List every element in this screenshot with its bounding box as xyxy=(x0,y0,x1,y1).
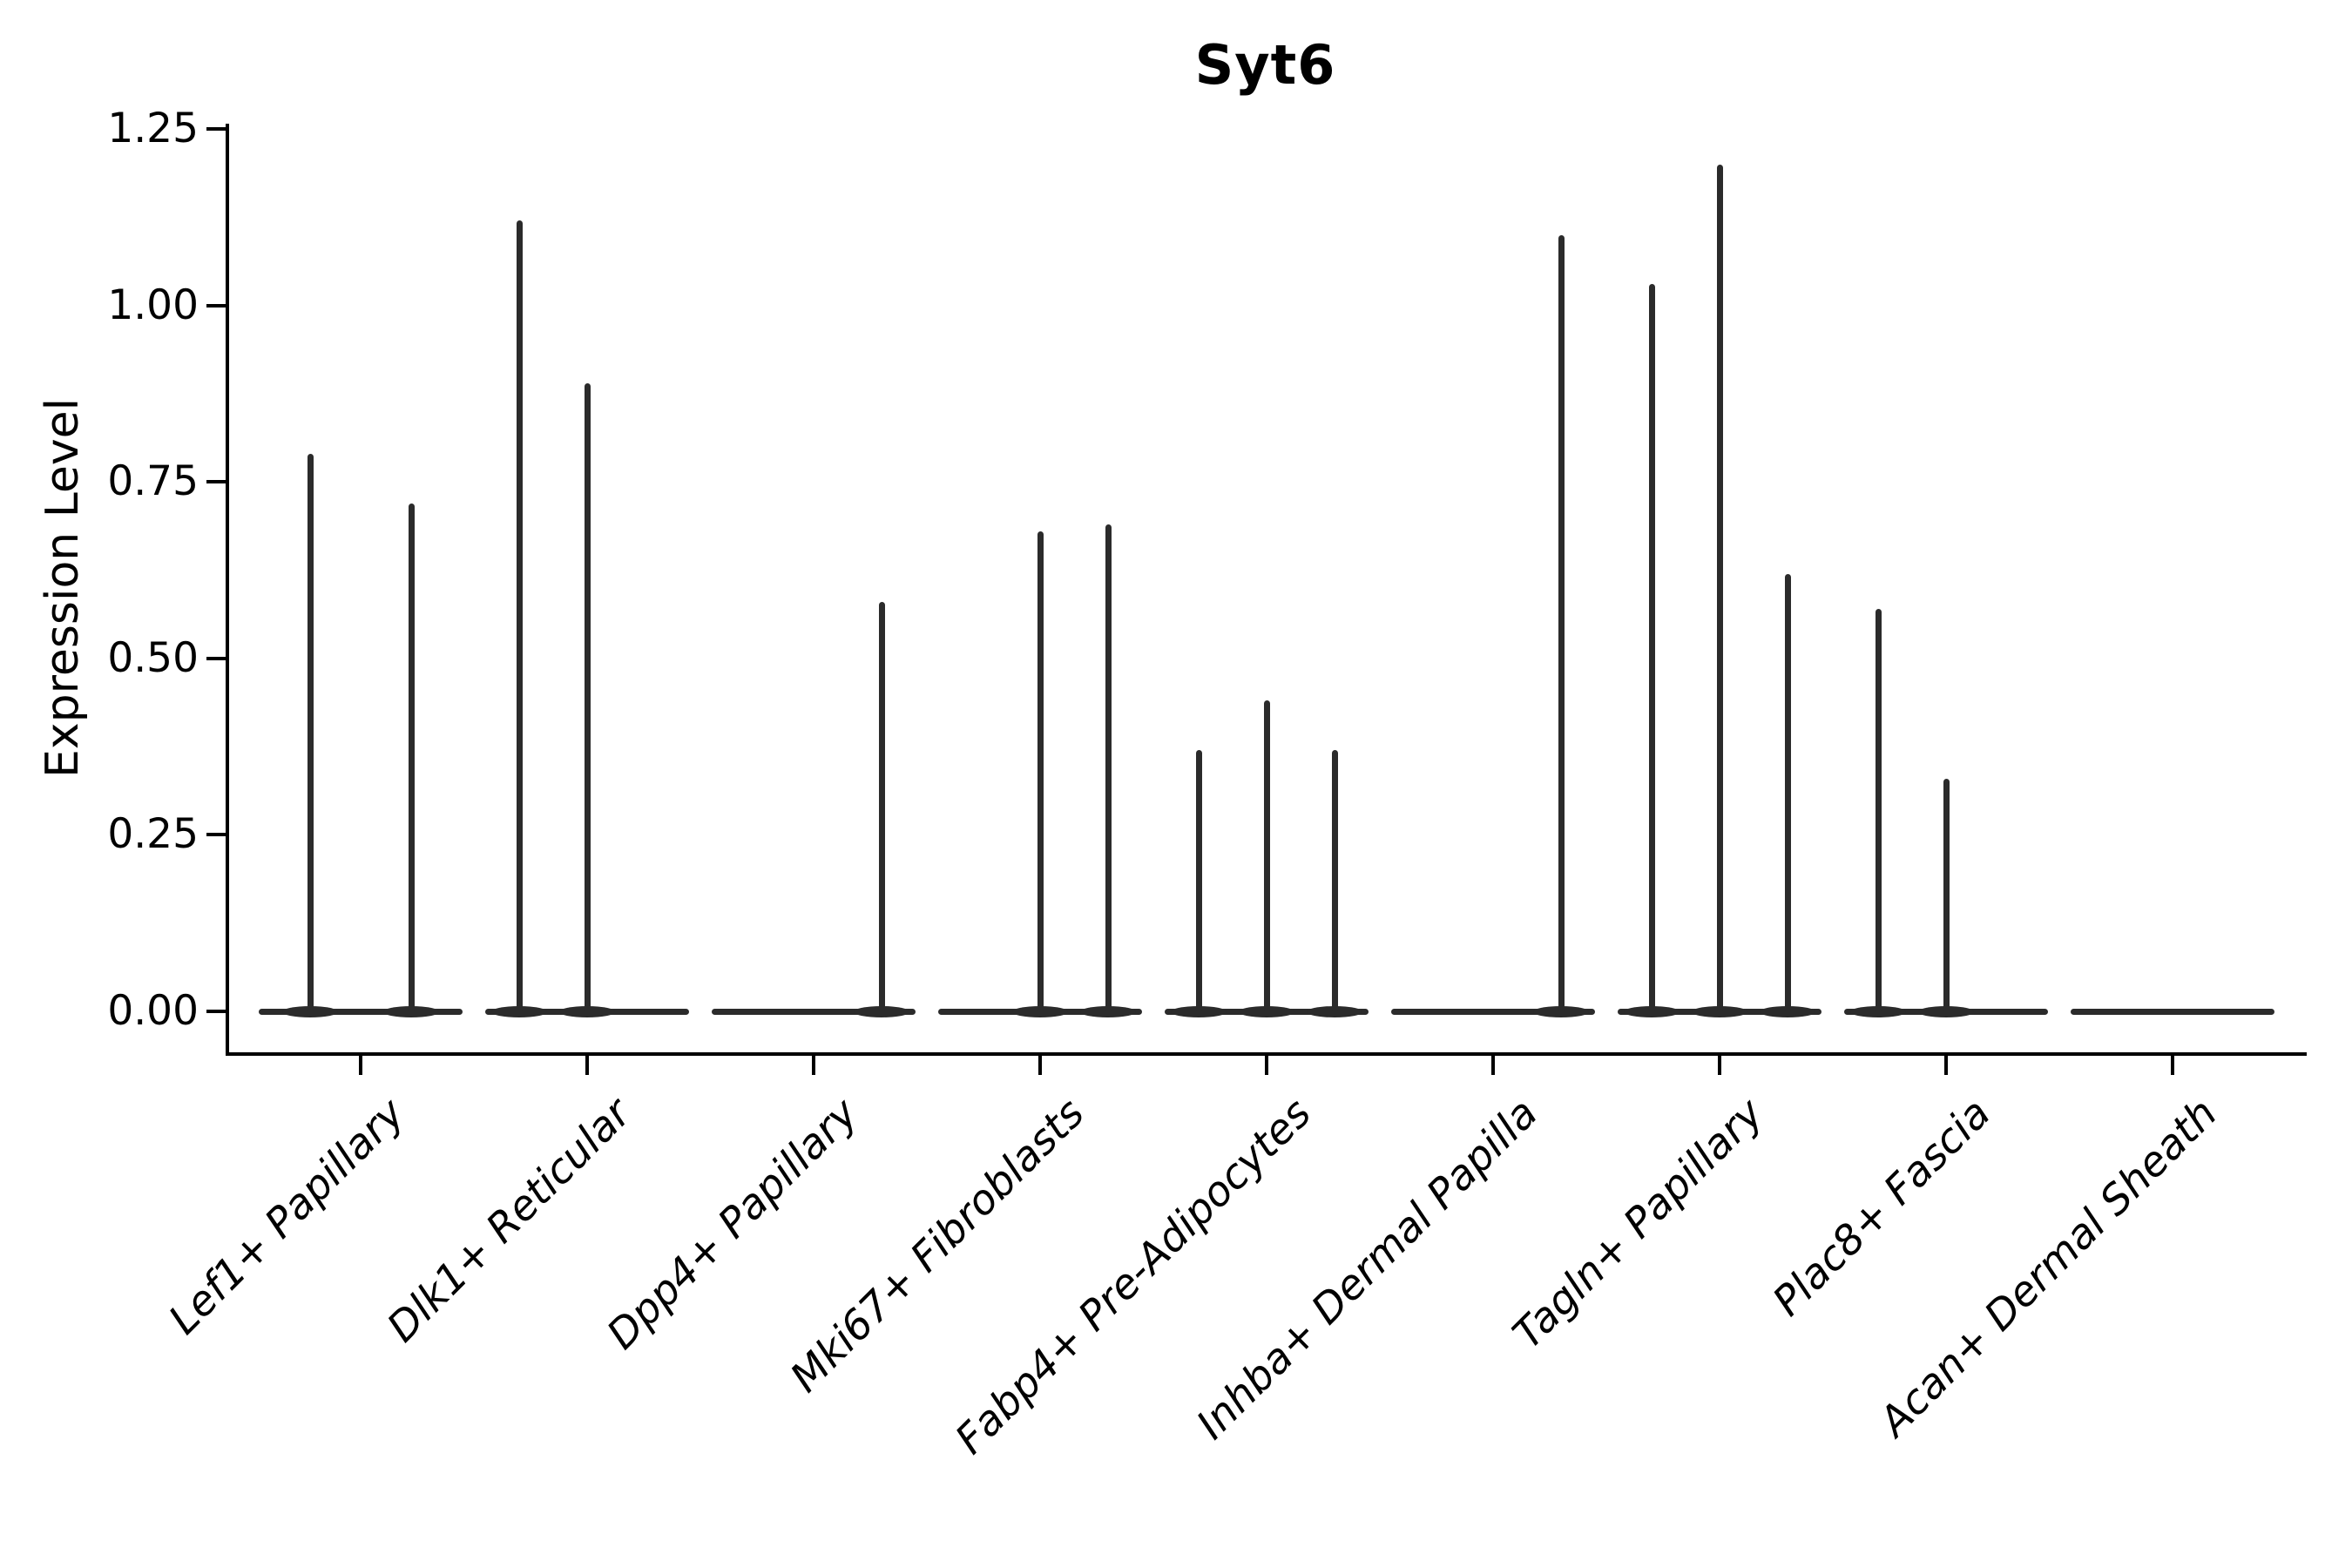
y-tick-label: 0.75 xyxy=(107,457,199,506)
x-tick-label: Tagln+ Papillary xyxy=(1504,1089,1774,1359)
y-axis-spine xyxy=(226,124,229,1056)
violin-baseline xyxy=(2071,1008,2274,1015)
x-tick-mark xyxy=(359,1056,362,1075)
violin-spike xyxy=(1943,778,1950,1011)
violin-base-bump xyxy=(1918,1005,1974,1017)
violin-spike xyxy=(584,382,591,1011)
violin-spike xyxy=(1195,750,1202,1011)
violin-base-bump xyxy=(282,1005,338,1017)
violin-base-bump xyxy=(1760,1005,1815,1017)
violin-spike xyxy=(1558,234,1565,1011)
violin-base-bump xyxy=(491,1005,547,1017)
y-tick-mark xyxy=(206,480,226,484)
x-tick-mark xyxy=(812,1056,815,1075)
x-tick-label: Lef1+ Papillary xyxy=(159,1089,415,1344)
y-tick-label: 0.50 xyxy=(107,633,199,682)
violin-base-bump xyxy=(1012,1005,1068,1017)
violin-spike xyxy=(1263,700,1270,1011)
y-tick-label: 1.25 xyxy=(107,105,199,152)
violin-base-bump xyxy=(383,1005,439,1017)
violin-spike xyxy=(1716,164,1723,1011)
violin-spike xyxy=(307,453,314,1011)
x-tick-mark xyxy=(2171,1056,2174,1075)
x-tick-label: Dlk1+ Reticular xyxy=(378,1089,641,1352)
violin-spike xyxy=(1784,573,1791,1011)
violin-spike xyxy=(1105,524,1112,1011)
x-tick-mark xyxy=(1491,1056,1495,1075)
violin-spike xyxy=(1331,750,1338,1011)
x-tick-mark xyxy=(585,1056,589,1075)
violin-spike xyxy=(1875,609,1882,1011)
violin-spike xyxy=(408,503,415,1011)
chart-title: Syt6 xyxy=(1194,33,1336,97)
violin-base-bump xyxy=(1850,1005,1906,1017)
x-tick-mark xyxy=(1944,1056,1948,1075)
violin-baseline xyxy=(712,1008,916,1015)
y-tick-mark xyxy=(206,127,226,131)
y-tick-mark xyxy=(206,656,226,660)
violin-spike xyxy=(878,601,885,1011)
violin-base-bump xyxy=(559,1005,615,1017)
violin-baseline xyxy=(1391,1008,1595,1015)
violin-base-bump xyxy=(1171,1005,1227,1017)
x-tick-label: Dpp4+ Papillary xyxy=(598,1089,868,1359)
violin-base-bump xyxy=(1239,1005,1294,1017)
x-axis-spine xyxy=(226,1052,2307,1056)
y-tick-mark xyxy=(206,303,226,308)
violin-spike xyxy=(1648,284,1655,1011)
violin-base-bump xyxy=(1624,1005,1680,1017)
violin-baseline xyxy=(259,1008,463,1015)
violin-base-bump xyxy=(1692,1005,1747,1017)
x-tick-mark xyxy=(1265,1056,1268,1075)
violin-base-bump xyxy=(1533,1005,1589,1017)
x-tick-mark xyxy=(1718,1056,1721,1075)
violin-base-bump xyxy=(1080,1005,1136,1017)
y-tick-label: 0.00 xyxy=(107,987,199,1035)
violin-spike xyxy=(1037,531,1044,1011)
y-axis-label: Expression Level xyxy=(37,397,89,779)
x-tick-mark xyxy=(1038,1056,1042,1075)
y-tick-mark xyxy=(206,1010,226,1013)
x-tick-label: Plac8+ Fascia xyxy=(1763,1089,2000,1326)
y-tick-label: 0.25 xyxy=(107,810,199,859)
violin-base-bump xyxy=(854,1005,909,1017)
violin-base-bump xyxy=(1307,1005,1362,1017)
y-tick-label: 1.00 xyxy=(107,280,199,329)
violin-spike xyxy=(516,220,523,1011)
y-tick-mark xyxy=(206,833,226,837)
